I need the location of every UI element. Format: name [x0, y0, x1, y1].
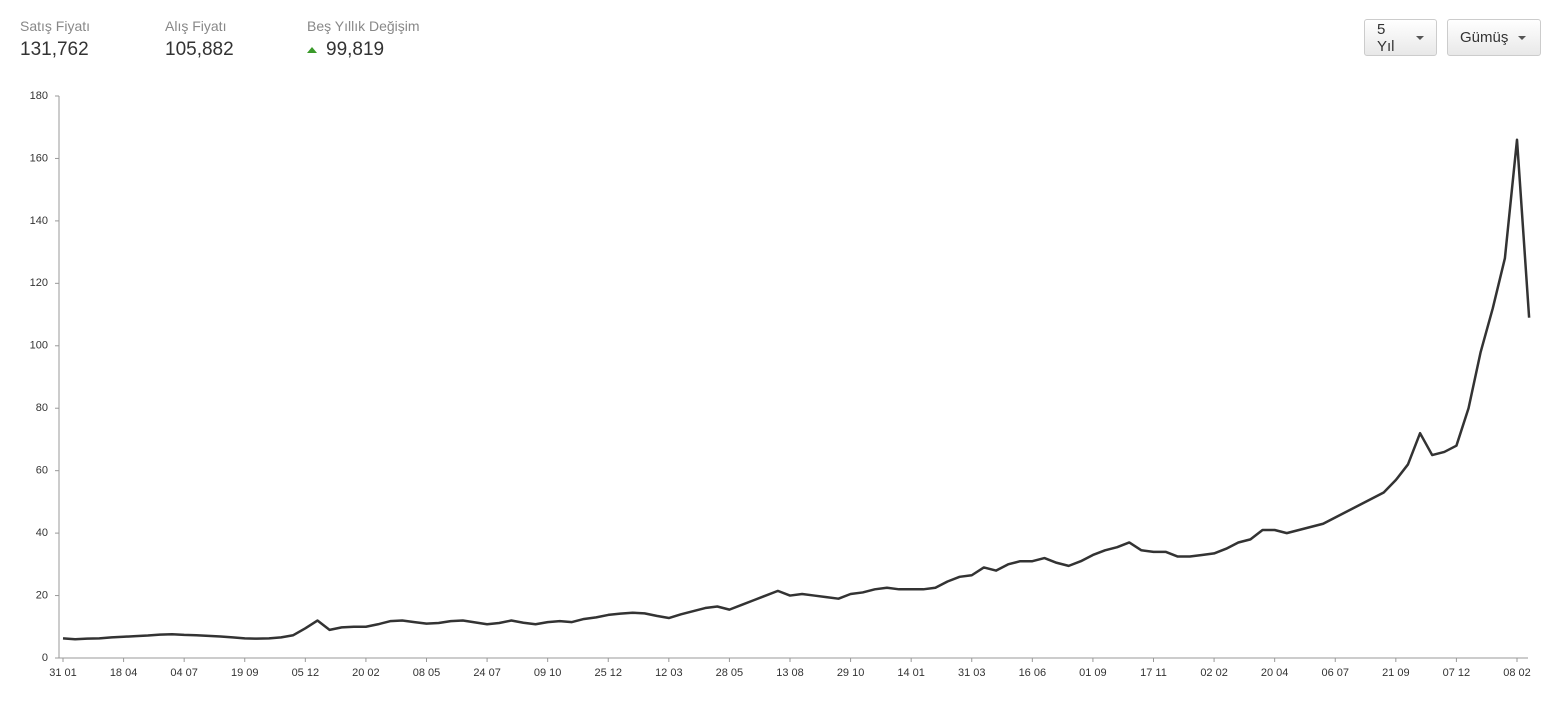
price-line — [62, 138, 1531, 641]
x-tick-label: 02 02 — [1200, 667, 1228, 679]
x-tick-label: 08 02 — [1503, 667, 1531, 679]
x-tick-label: 07 12 — [1443, 667, 1471, 679]
stat-value: 99,819 — [326, 39, 385, 60]
x-tick-label: 24 07 — [473, 667, 501, 679]
x-tick-label: 19 09 — [231, 667, 259, 679]
y-tick-label: 0 — [42, 652, 48, 664]
stat: Alış Fiyatı 105,882 — [165, 18, 234, 61]
stat: Satış Fiyatı 131,762 — [20, 18, 90, 61]
x-tick-label: 28 05 — [716, 667, 744, 679]
stat-label: Satış Fiyatı — [20, 18, 91, 34]
x-tick-label: 20 02 — [352, 667, 380, 679]
caret — [1416, 35, 1424, 40]
y-tick-label: 140 — [30, 215, 48, 227]
y-tick-label: 20 — [36, 589, 48, 601]
x-tick-label: 21 09 — [1382, 667, 1410, 679]
x-tick-label: 05 12 — [292, 667, 320, 679]
x-tick-label: 09 10 — [534, 667, 562, 679]
y-tick-label: 40 — [36, 527, 48, 539]
x-tick-label: 04 07 — [170, 667, 198, 679]
stat-value-row: 99,819 — [307, 39, 420, 61]
x-tick-label: 31 01 — [49, 667, 77, 679]
x-tick-label: 08 05 — [413, 667, 441, 679]
stat-label: Alış Fiyatı — [165, 18, 227, 34]
caret — [1518, 35, 1527, 40]
metal-dropdown[interactable]: Gümüş — [1447, 19, 1541, 56]
button-label: 5 Yıl — [1377, 20, 1395, 55]
y-tick-label: 160 — [30, 152, 48, 164]
stat-value: 131,762 — [20, 39, 89, 60]
x-tick-label: 25 12 — [594, 667, 622, 679]
y-tick-label: 100 — [30, 340, 48, 352]
x-tick-label: 20 04 — [1261, 667, 1289, 679]
x-tick-label: 06 07 — [1321, 667, 1349, 679]
stat-label: Beş Yıllık Değişim — [307, 18, 420, 34]
x-tick-label: 17 11 — [1140, 667, 1167, 679]
button-label: Gümüş — [1460, 29, 1509, 46]
x-tick-label: 12 03 — [655, 667, 683, 679]
up-arrow — [307, 47, 317, 53]
x-tick-label: 16 06 — [1019, 667, 1047, 679]
x-tick-label: 18 04 — [110, 667, 138, 679]
y-tick-label: 180 — [30, 90, 48, 102]
stat-value: 105,882 — [165, 39, 234, 60]
period-dropdown[interactable]: 5 Yıl — [1364, 19, 1437, 56]
y-tick-label: 60 — [36, 465, 48, 477]
y-tick-label: 120 — [30, 277, 48, 289]
x-tick-label: 29 10 — [837, 667, 865, 679]
x-tick-label: 14 01 — [897, 667, 925, 679]
y-tick-label: 80 — [36, 402, 48, 414]
x-tick-label: 13 08 — [776, 667, 804, 679]
x-tick-label: 01 09 — [1079, 667, 1107, 679]
stat: Beş Yıllık Değişim 99,819 — [307, 18, 420, 61]
x-tick-label: 31 03 — [958, 667, 986, 679]
